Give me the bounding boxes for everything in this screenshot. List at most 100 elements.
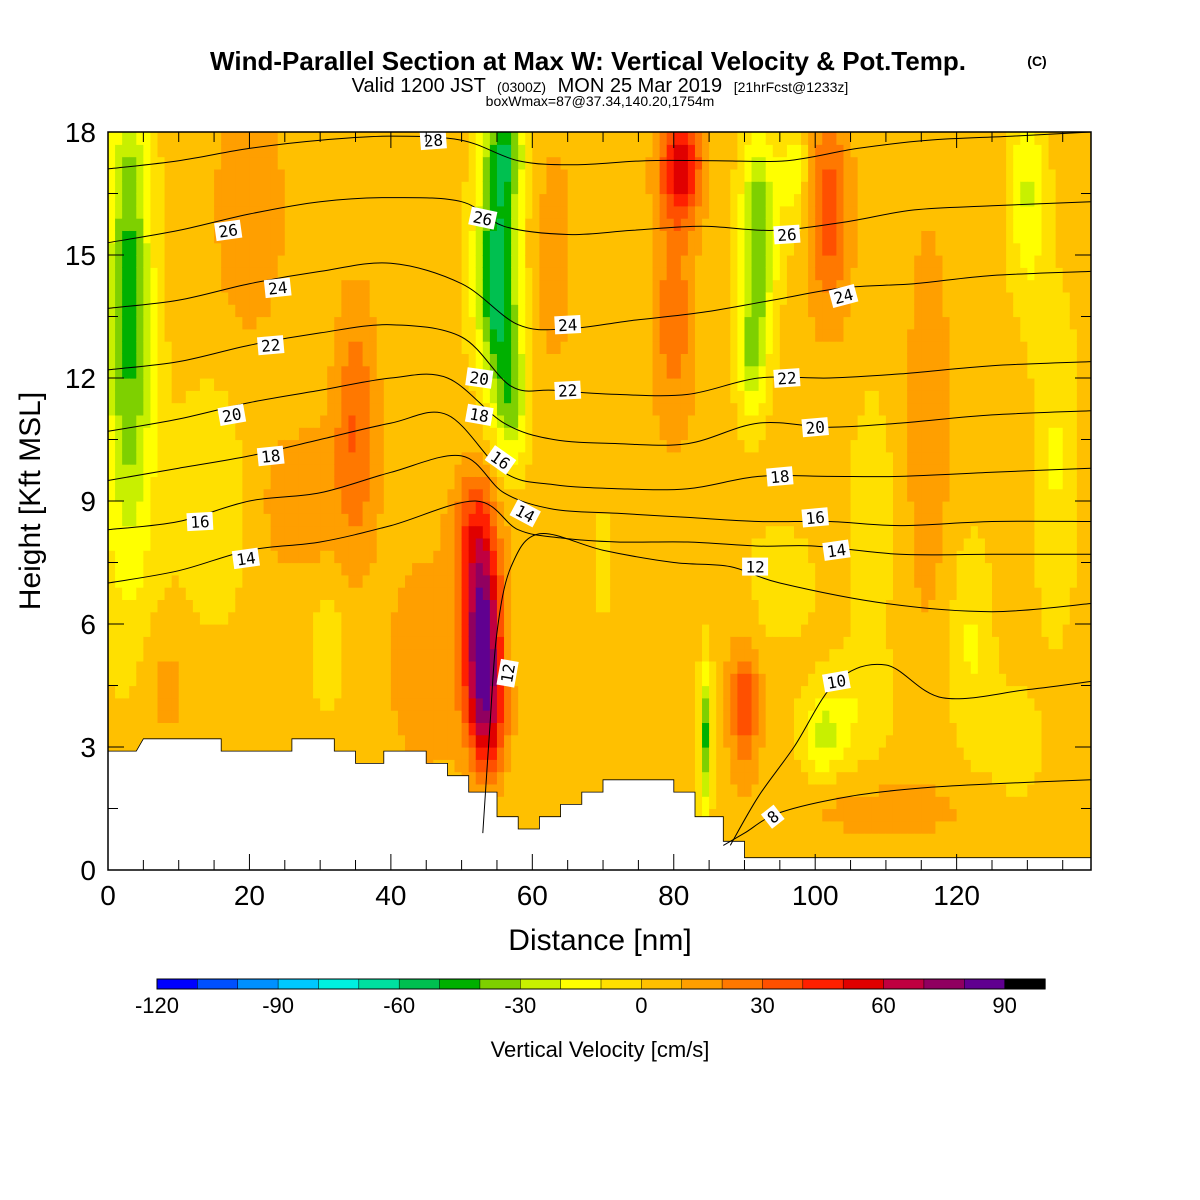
heat-cell xyxy=(397,341,406,354)
heat-cell xyxy=(397,722,406,736)
heat-cell xyxy=(143,648,152,662)
heat-cell xyxy=(235,501,243,514)
heat-cell xyxy=(546,759,555,773)
heat-cell xyxy=(390,439,399,453)
heat-cell xyxy=(355,451,364,465)
heat-cell xyxy=(595,685,604,699)
heat-cell xyxy=(659,341,668,354)
heat-cell xyxy=(108,550,116,564)
heat-cell xyxy=(433,550,441,564)
heat-cell xyxy=(412,636,420,650)
heat-cell xyxy=(518,783,526,797)
heat-cell xyxy=(313,599,321,613)
heat-cell xyxy=(327,624,335,637)
heat-cell xyxy=(242,673,251,687)
heat-cell xyxy=(122,144,130,158)
heat-cell xyxy=(603,648,611,662)
heat-cell xyxy=(581,587,590,600)
heat-cell xyxy=(687,574,696,588)
heat-cell xyxy=(143,599,152,613)
heat-cell xyxy=(108,439,116,453)
heat-cell xyxy=(504,759,512,773)
heat-cell xyxy=(624,168,632,182)
heat-cell xyxy=(631,328,639,342)
heat-cell xyxy=(270,390,279,404)
heat-cell xyxy=(348,562,357,576)
heat-cell xyxy=(341,144,350,158)
heat-cell xyxy=(405,599,413,613)
heat-cell xyxy=(595,402,604,416)
heat-cell xyxy=(320,353,328,367)
heat-cell xyxy=(277,697,286,711)
heat-cell xyxy=(645,255,654,268)
heat-cell xyxy=(383,341,392,354)
heat-cell xyxy=(256,697,265,711)
heat-cell xyxy=(624,636,632,650)
heat-cell xyxy=(249,279,258,293)
heat-cell xyxy=(355,697,364,711)
heat-cell xyxy=(645,673,654,687)
heat-cell xyxy=(143,476,152,490)
heat-cell xyxy=(595,132,604,145)
heat-cell xyxy=(638,316,647,330)
heat-cell xyxy=(419,181,427,195)
heat-cell xyxy=(673,771,682,785)
heat-cell xyxy=(298,365,307,379)
heat-cell xyxy=(249,488,258,502)
heat-cell xyxy=(673,328,682,342)
heat-cell xyxy=(525,796,533,810)
heat-cell xyxy=(185,267,194,281)
heat-cell xyxy=(595,144,604,158)
heat-cell xyxy=(574,279,583,293)
heat-cell xyxy=(574,304,583,318)
heat-cell xyxy=(539,537,548,551)
heat-cell xyxy=(256,648,265,662)
heat-cell xyxy=(207,328,215,342)
heat-cell xyxy=(270,267,279,281)
heat-cell xyxy=(277,205,286,219)
heat-cell xyxy=(178,242,187,256)
heat-cell xyxy=(553,291,562,305)
heat-cell xyxy=(390,734,399,748)
heat-cell xyxy=(199,562,208,576)
heat-cell xyxy=(595,574,604,588)
heat-cell xyxy=(553,550,562,564)
heat-cell xyxy=(454,624,463,637)
heat-cell xyxy=(348,427,357,441)
heat-cell xyxy=(624,365,632,379)
heat-cell xyxy=(603,242,611,256)
heat-cell xyxy=(192,378,201,391)
heat-cell xyxy=(355,611,364,625)
heat-cell xyxy=(412,242,420,256)
heat-cell xyxy=(150,562,159,576)
heat-cell xyxy=(263,316,272,330)
heat-cell xyxy=(595,759,604,773)
heat-cell xyxy=(136,722,144,736)
heat-cell xyxy=(666,476,675,490)
heat-cell xyxy=(518,673,526,687)
heat-cell xyxy=(659,599,668,613)
heat-cell xyxy=(129,427,137,441)
heat-cell xyxy=(157,525,166,539)
heat-cell xyxy=(468,722,477,736)
heat-cell xyxy=(624,537,632,551)
heat-cell xyxy=(617,574,625,588)
heat-cell xyxy=(192,599,201,613)
heat-cell xyxy=(482,513,491,527)
heat-cell xyxy=(603,624,611,637)
heat-cell xyxy=(362,464,371,477)
heat-cell xyxy=(532,365,540,379)
heat-cell xyxy=(475,710,484,723)
heat-cell xyxy=(581,722,590,736)
heat-cell xyxy=(553,168,562,182)
heat-cell xyxy=(581,501,590,514)
heat-cell xyxy=(284,697,293,711)
heat-cell xyxy=(687,476,696,490)
heat-cell xyxy=(327,242,335,256)
heat-cell xyxy=(242,611,251,625)
heat-cell xyxy=(553,685,562,699)
heat-cell xyxy=(249,722,258,736)
heat-cell xyxy=(687,168,696,182)
heat-cell xyxy=(673,599,682,613)
heat-cell xyxy=(518,734,526,748)
